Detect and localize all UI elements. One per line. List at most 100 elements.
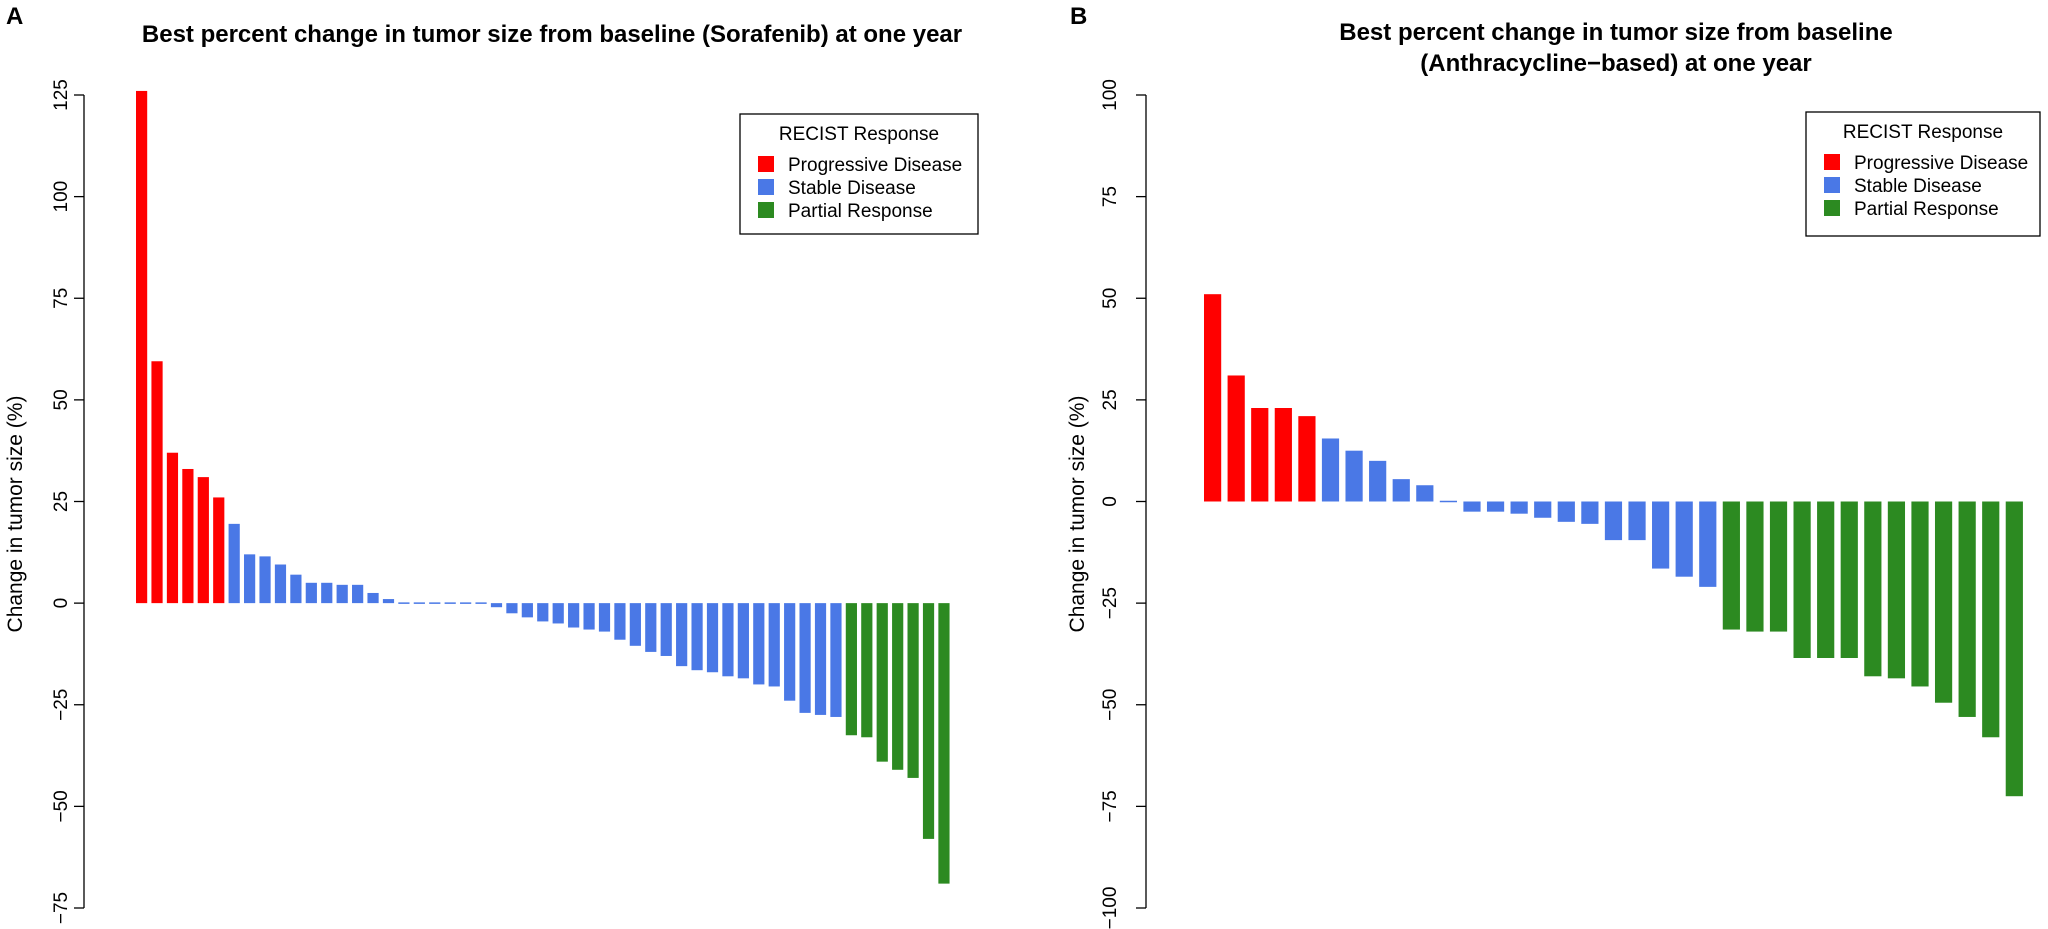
chart-a-bar-stable (598, 603, 611, 632)
chart-b-bar-partial (1840, 501, 1858, 658)
chart-a-bar-stable (244, 554, 256, 604)
chart-b-legend-box (1805, 111, 2041, 237)
chart-b-bar-progressive (1204, 294, 1222, 502)
chart-b-bar-stable (1675, 501, 1693, 577)
chart-a-bar-progressive (213, 497, 225, 604)
chart-b-bar-stable (1439, 500, 1457, 503)
chart-b-bar-stable (1604, 501, 1623, 541)
chart-a-bar-stable (398, 602, 410, 604)
chart-a-bar-partial (845, 603, 857, 736)
chart-a-bar-stable (259, 556, 271, 604)
chart-b-bar-partial (1982, 501, 2000, 738)
chart-a-title-line-1: Best percent change in tumor size from b… (142, 21, 962, 48)
chart-b-y-tick-label: 100 (1100, 79, 1121, 111)
chart-a-bar-stable (352, 584, 364, 604)
chart-b-legend-label-progressive: Progressive Disease (1854, 153, 2028, 174)
chart-a-bar-stable (676, 603, 688, 667)
chart-a-bar-stable (521, 603, 533, 618)
chart-b-bar-progressive (1274, 408, 1292, 502)
chart-b-bar-partial (1746, 501, 1764, 632)
chart-a-bar-stable (475, 602, 487, 604)
chart-b-bar-partial (1934, 501, 1953, 703)
chart-b-y-tick-label: 75 (1100, 186, 1121, 207)
chart-b-y-tick-label: −50 (1100, 689, 1121, 721)
chart-a-y-tick-label: 0 (51, 598, 72, 609)
chart-a-bar-stable (382, 599, 395, 604)
chart-b-title-line-2: (Anthracycline−based) at one year (1420, 50, 1811, 77)
chart-a-bar-stable (290, 574, 302, 604)
chart-b-bar-stable (1416, 485, 1434, 502)
panel-letter-b: B (1070, 3, 1087, 30)
chart-a-bar-stable (768, 603, 780, 687)
chart-b-bar-stable (1652, 501, 1670, 569)
chart-b-bar-partial (1864, 501, 1882, 677)
chart-a-y-tick-label: 25 (51, 491, 72, 512)
chart-b-bar-progressive (1227, 375, 1245, 502)
chart-b-bar-partial (1817, 501, 1835, 658)
chart-a-bar-stable (444, 602, 456, 604)
chart-b-bar-stable (1392, 479, 1410, 502)
chart-a-bar-stable (429, 602, 441, 604)
chart-a-bar-stable (552, 603, 564, 624)
chart-panel-b: B Best percent change in tumor size from… (1024, 0, 2048, 929)
chart-a-bar-stable (830, 603, 842, 717)
chart-b-bar-stable (1486, 501, 1505, 512)
chart-a-bar-stable (274, 564, 287, 604)
chart-a-svg: A Best percent change in tumor size from… (4, 3, 979, 924)
chart-b-svg: B Best percent change in tumor size from… (1066, 3, 2041, 929)
chart-b-legend-swatch-partial (1824, 200, 1840, 216)
chart-b-legend-label-stable: Stable Disease (1854, 176, 1982, 197)
chart-a-y-tick-label: 75 (51, 288, 72, 309)
chart-a-bar-stable (737, 603, 749, 679)
chart-b-legend-swatch-stable (1824, 177, 1840, 193)
chart-b-y-axis: −100 −75 −50 −25 0 25 50 75 100 (1100, 79, 1147, 929)
chart-a-bar-stable (753, 603, 765, 685)
chart-a-bar-progressive (182, 468, 194, 604)
chart-a-bar-stable (629, 603, 641, 646)
chart-b-y-tick-label: −100 (1100, 887, 1121, 929)
chart-a-y-tick-label: −75 (51, 892, 72, 924)
chart-b-bar-stable (1463, 501, 1481, 512)
chart-b-bar-stable (1628, 501, 1646, 541)
chart-a-ylabel: Change in tumor size (%) (4, 396, 27, 633)
chart-a-bar-progressive (136, 90, 148, 604)
chart-a-bar-stable (336, 584, 348, 604)
chart-b-bar-partial (2005, 501, 2023, 797)
chart-b-bar-stable (1581, 501, 1599, 524)
chart-b-bar-progressive (1298, 416, 1316, 502)
chart-b-bar-partial (1722, 501, 1740, 630)
chart-b-bar-stable (1557, 501, 1575, 522)
chart-a-bar-stable (490, 603, 503, 608)
chart-a-bar-stable (706, 603, 719, 673)
chart-b-y-tick-label: 0 (1100, 496, 1121, 507)
chart-b-legend-label-partial: Partial Response (1854, 199, 1999, 220)
panel-letter-a: A (6, 3, 23, 30)
chart-b-title-line-1: Best percent change in tumor size from b… (1339, 19, 1892, 46)
chart-a-bar-stable (537, 603, 549, 622)
chart-b-title: Best percent change in tumor size from b… (1339, 19, 1892, 77)
chart-b-bar-partial (1769, 501, 1788, 632)
chart-a-legend-label-stable: Stable Disease (788, 178, 916, 199)
chart-a-legend-swatch-stable (758, 179, 774, 195)
chart-a-bar-partial (876, 603, 888, 762)
chart-a-title: Best percent change in tumor size from b… (142, 21, 962, 48)
chart-a-legend-label-progressive: Progressive Disease (788, 155, 962, 176)
chart-a-bar-stable (660, 603, 672, 656)
chart-b-bar-stable (1321, 438, 1340, 502)
chart-b-bars (1204, 294, 2023, 797)
chart-b-bar-stable (1699, 501, 1717, 587)
chart-b-legend-swatch-progressive (1824, 154, 1840, 170)
chart-a-bar-stable (691, 603, 703, 671)
chart-a-bar-partial (922, 603, 935, 839)
chart-b-y-tick-label: −75 (1100, 790, 1121, 822)
chart-b-bar-partial (1911, 501, 1929, 687)
chart-a-bar-stable (722, 603, 734, 677)
chart-a-bar-stable (460, 602, 472, 604)
chart-a-bar-progressive (166, 452, 179, 604)
chart-b-y-tick-label: 25 (1100, 389, 1121, 410)
chart-b-y-tick-label: 50 (1100, 288, 1121, 309)
chart-b-y-tick-label: −25 (1100, 587, 1121, 619)
chart-a-bar-partial (938, 603, 950, 884)
chart-a-legend-swatch-progressive (758, 156, 774, 172)
